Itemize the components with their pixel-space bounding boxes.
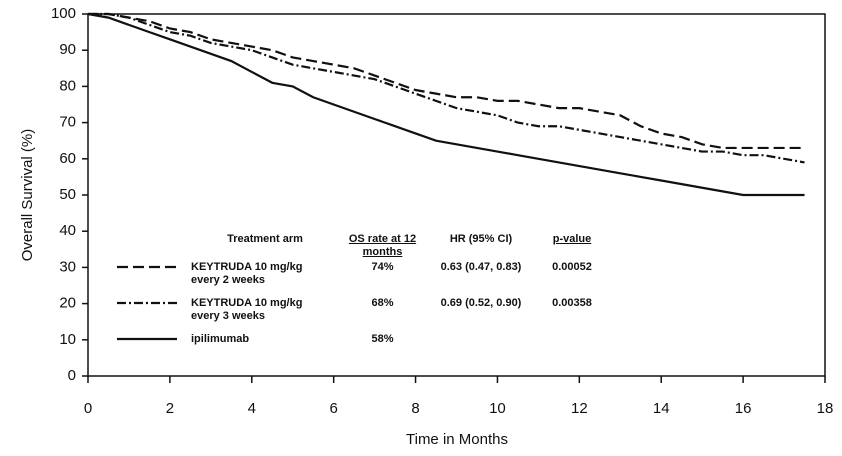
legend-value: 0.00052 xyxy=(552,261,592,273)
x-tick-label: 0 xyxy=(84,400,92,417)
y-tick-label: 80 xyxy=(59,77,76,94)
y-axis-title: Overall Survival (%) xyxy=(19,129,36,262)
legend-header-cell: HR (95% CI) xyxy=(449,233,513,245)
legend-value: 0.00358 xyxy=(552,297,592,309)
legend-swatch xyxy=(117,301,177,305)
x-tick-label: 14 xyxy=(653,400,670,417)
legend-table: Treatment arm OS rate at 12 months HR (95%… xyxy=(112,232,605,368)
y-tick-label: 70 xyxy=(59,114,76,131)
y-tick-label: 100 xyxy=(51,5,76,22)
y-tick-label: 30 xyxy=(59,258,76,275)
x-tick-label: 10 xyxy=(489,400,506,417)
x-tick-label: 12 xyxy=(571,400,588,417)
survival-line xyxy=(88,12,805,150)
legend-swatch-cell xyxy=(112,260,188,296)
legend-header-cell: Treatment arm xyxy=(227,233,303,245)
legend-swatch xyxy=(117,337,177,341)
x-tick-label: 16 xyxy=(735,400,752,417)
legend-swatch-cell xyxy=(112,296,188,332)
x-tick-label: 18 xyxy=(817,400,834,417)
legend-header-cell xyxy=(112,232,188,260)
y-tick-label: 10 xyxy=(59,331,76,348)
legend-header-row: Treatment arm OS rate at 12 months HR (95%… xyxy=(112,232,605,260)
legend-label: KEYTRUDA 10 mg/kg every 3 weeks xyxy=(191,297,303,322)
y-tick-label: 20 xyxy=(59,295,76,312)
legend-value: 0.69 (0.52, 0.90) xyxy=(440,297,522,309)
legend-row: ipilimumab 58% xyxy=(112,332,605,368)
legend-row: KEYTRUDA 10 mg/kg every 3 weeks 68% 0.69 (… xyxy=(112,296,605,332)
legend-row: KEYTRUDA 10 mg/kg every 2 weeks 74% 0.63 (… xyxy=(112,260,605,296)
x-tick-label: 4 xyxy=(248,400,256,417)
legend-swatch-cell xyxy=(112,332,188,368)
x-tick-label: 8 xyxy=(411,400,419,417)
survival-line xyxy=(88,12,805,164)
legend-label: KEYTRUDA 10 mg/kg every 2 weeks xyxy=(191,261,303,286)
legend-label: ipilimumab xyxy=(191,333,250,345)
survival-line xyxy=(87,12,805,197)
legend-value: 68% xyxy=(371,297,394,309)
y-tick-label: 50 xyxy=(59,186,76,203)
legend-header-cell: p-value xyxy=(552,233,592,245)
y-tick-label: 60 xyxy=(59,150,76,167)
legend-value: 58% xyxy=(371,333,394,345)
legend-value: 0.63 (0.47, 0.83) xyxy=(440,261,522,273)
y-tick-label: 0 xyxy=(68,367,76,384)
y-tick-label: 40 xyxy=(59,222,76,239)
x-axis-title: Time in Months xyxy=(406,431,508,448)
y-tick-label: 90 xyxy=(59,41,76,58)
x-tick-label: 6 xyxy=(329,400,337,417)
x-tick-label: 2 xyxy=(166,400,174,417)
legend-value: 74% xyxy=(371,261,394,273)
legend-swatch xyxy=(117,265,177,269)
legend-header-cell: OS rate at 12 months xyxy=(348,233,417,258)
